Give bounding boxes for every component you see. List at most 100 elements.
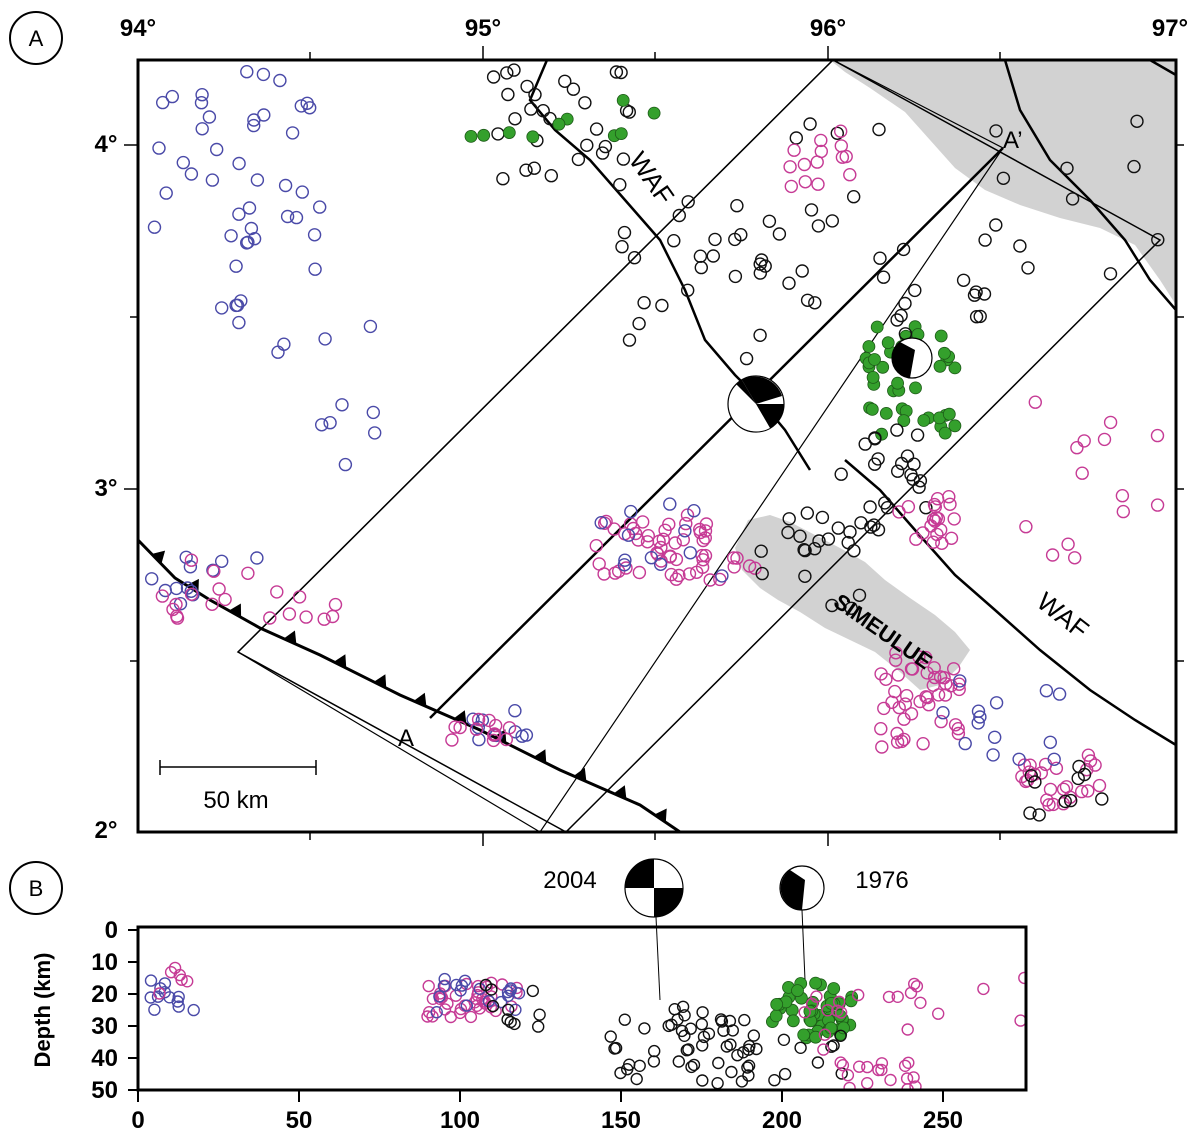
event-magenta [471,712,486,727]
event-black [648,1044,661,1058]
event-blue [313,200,327,214]
event-magenta [833,995,846,1008]
event-magenta [205,597,219,611]
event-magenta [797,157,812,172]
x-tick-0: 0 [131,1107,144,1134]
event-magenta [897,732,911,747]
x-tick-50: 50 [286,1107,313,1134]
event-magenta [464,1010,478,1024]
event-magenta [897,712,911,726]
event-blue [460,999,473,1012]
event-magenta [928,670,942,685]
event-magenta [875,1057,889,1070]
event-blue [973,710,987,724]
event-magenta [599,514,613,529]
event-green [868,353,881,366]
event-black [1151,232,1165,247]
event-magenta [1088,758,1102,772]
event-black [486,70,501,84]
event-black [712,1056,725,1070]
event-black [685,1060,698,1074]
event-magenta [180,975,194,988]
event-label-1976: 1976 [855,867,908,894]
lon-tick-94: 94° [120,15,156,42]
event-blue [986,748,1000,762]
event-magenta [1019,520,1033,534]
event-black [614,1066,627,1080]
event-black [1024,769,1039,783]
event-blue [242,201,257,215]
event-black [604,1030,617,1043]
event-magenta [909,532,923,546]
event-magenta [841,1068,855,1082]
event-black [906,472,920,486]
event-magenta [930,527,944,542]
event-black [854,516,868,530]
event-black [894,308,908,323]
event-black [1013,239,1027,253]
event-magenta [1077,434,1091,448]
event-magenta [658,523,672,537]
event-magenta [1103,415,1118,430]
event-black [616,152,631,166]
event-magenta [1056,782,1071,796]
event-magenta [888,653,903,667]
event-green [942,407,956,421]
event-magenta [654,540,668,555]
event-blue [171,995,184,1008]
event-magenta [292,590,307,604]
event-blue [471,720,485,735]
event-blue [155,95,170,110]
event-magenta [184,587,199,601]
event-magenta [422,979,435,993]
event-black [1077,767,1092,782]
event-black [778,1067,792,1081]
event-black [1023,806,1037,820]
event-black [695,1017,708,1031]
event-blue [154,982,167,995]
event-magenta [1070,441,1084,455]
event-black [533,1008,546,1021]
event-magenta [902,1056,915,1070]
event-blue [715,569,729,583]
event-magenta [853,1060,866,1073]
event-black [598,139,613,154]
event-green [870,320,884,334]
event-magenta [1061,537,1075,551]
event-black [919,501,933,515]
event-black [996,171,1011,186]
event-magenta [499,732,513,747]
event-magenta [241,566,255,580]
event-magenta [882,990,896,1004]
event-magenta [1081,748,1096,762]
event-blue [318,332,332,346]
event-blue [144,974,158,987]
event-magenta [831,1004,844,1017]
event-green [948,361,962,375]
x-tick-150: 150 [601,1107,641,1134]
event-black [800,293,815,307]
event-black [684,1022,697,1035]
event-black [747,1029,760,1042]
event-magenta [951,722,965,736]
event-magenta [836,1058,850,1072]
event-blue [450,978,463,992]
event-black [863,500,877,514]
event-magenta [907,1071,920,1084]
event-blue [246,118,261,133]
event-blue [159,186,173,200]
y-tick-50: 50 [91,1077,118,1104]
event-green [881,336,895,350]
event-blue [271,345,285,359]
inner-box-west [237,60,1004,832]
event-black [803,117,817,131]
event-black [847,189,861,204]
event-black [728,269,743,284]
event-black [609,1041,623,1055]
event-magenta [212,582,226,596]
event-magenta [1150,428,1165,443]
event-magenta [469,722,484,736]
event-magenta [904,986,918,1000]
lon-tick-95: 95° [465,15,501,42]
beachball-2004-map [727,375,785,433]
